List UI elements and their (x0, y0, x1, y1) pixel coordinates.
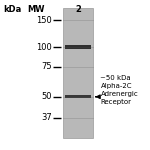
Text: 150: 150 (36, 16, 52, 25)
Bar (63, 8, 93, 138)
Text: 37: 37 (41, 113, 52, 122)
Text: kDa: kDa (3, 5, 21, 14)
Text: 100: 100 (36, 43, 52, 52)
Bar (65, 95, 91, 98)
Text: 75: 75 (41, 62, 52, 71)
Bar (65, 45, 91, 49)
Text: ~50 kDa
Alpha-2C
Adrenergic
Receptor: ~50 kDa Alpha-2C Adrenergic Receptor (100, 75, 138, 105)
Text: MW: MW (27, 5, 45, 14)
Text: 50: 50 (41, 92, 52, 101)
Text: 2: 2 (75, 5, 81, 14)
